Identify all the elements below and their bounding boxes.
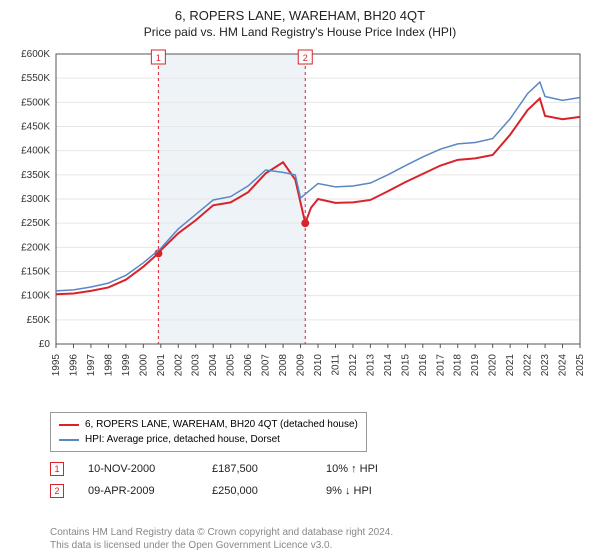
legend-row: 6, ROPERS LANE, WAREHAM, BH20 4QT (detac… bbox=[59, 417, 358, 432]
x-tick-label: 2021 bbox=[505, 354, 516, 377]
chart-container: 6, ROPERS LANE, WAREHAM, BH20 4QT Price … bbox=[0, 0, 600, 560]
legend-swatch bbox=[59, 439, 79, 441]
sale-price: £187,500 bbox=[212, 463, 302, 475]
legend-swatch bbox=[59, 424, 79, 426]
legend-label: 6, ROPERS LANE, WAREHAM, BH20 4QT (detac… bbox=[85, 417, 358, 432]
x-tick-label: 2018 bbox=[453, 354, 464, 377]
x-tick-label: 2003 bbox=[191, 354, 202, 377]
y-tick-label: £300K bbox=[21, 194, 50, 205]
x-tick-label: 1998 bbox=[103, 354, 114, 377]
x-tick-label: 2008 bbox=[278, 354, 289, 377]
x-tick-label: 2024 bbox=[558, 354, 569, 377]
x-tick-label: 2004 bbox=[208, 354, 219, 377]
chart-area: £0 £50K £100K £150K £200K £250K £300K £350K £400… bbox=[0, 44, 600, 404]
x-tick-label: 2007 bbox=[261, 354, 272, 377]
legend-row: HPI: Average price, detached house, Dors… bbox=[59, 432, 358, 447]
y-tick-label: £600K bbox=[21, 49, 50, 60]
x-tick-label: 1997 bbox=[86, 354, 97, 377]
x-tick-label: 2015 bbox=[400, 354, 411, 377]
x-tick-label: 2017 bbox=[435, 354, 446, 377]
chart-svg: £0 £50K £100K £150K £200K £250K £300K £350K £400… bbox=[0, 44, 600, 404]
sale-badge: 1 bbox=[50, 462, 64, 476]
x-tick-label: 2019 bbox=[470, 354, 481, 377]
y-tick-label: £250K bbox=[21, 218, 50, 229]
y-tick-label: £450K bbox=[21, 122, 50, 133]
chart-title-sub: Price paid vs. HM Land Registry's House … bbox=[0, 23, 600, 43]
sale-delta: 9% ↓ HPI bbox=[326, 485, 372, 497]
y-tick-label: £350K bbox=[21, 170, 50, 181]
x-tick-label: 2014 bbox=[383, 354, 394, 377]
x-tick-label: 1999 bbox=[121, 354, 132, 377]
sale-date: 09-APR-2009 bbox=[88, 485, 188, 497]
y-tick-label: £150K bbox=[21, 267, 50, 278]
x-tick-label: 2020 bbox=[488, 354, 499, 377]
x-tick-label: 1995 bbox=[51, 354, 62, 377]
sale-row: 1 10-NOV-2000 £187,500 10% ↑ HPI bbox=[50, 458, 378, 480]
y-tick-label: £200K bbox=[21, 242, 50, 253]
legend: 6, ROPERS LANE, WAREHAM, BH20 4QT (detac… bbox=[50, 412, 367, 452]
x-tick-label: 2011 bbox=[330, 354, 341, 376]
footer-line1: Contains HM Land Registry data © Crown c… bbox=[50, 526, 393, 539]
sale-marker-number: 2 bbox=[303, 53, 308, 63]
y-tick-label: £400K bbox=[21, 146, 50, 157]
x-tick-label: 2023 bbox=[540, 354, 551, 377]
y-tick-label: £50K bbox=[27, 315, 51, 326]
sale-row: 2 09-APR-2009 £250,000 9% ↓ HPI bbox=[50, 480, 378, 502]
x-tick-label: 2000 bbox=[138, 354, 149, 377]
x-tick-label: 2005 bbox=[226, 354, 237, 377]
y-tick-label: £500K bbox=[21, 97, 50, 108]
footer-line2: This data is licensed under the Open Gov… bbox=[50, 539, 393, 552]
x-tick-label: 2012 bbox=[348, 354, 359, 377]
footer-attribution: Contains HM Land Registry data © Crown c… bbox=[50, 526, 393, 552]
x-tick-label: 2013 bbox=[365, 354, 376, 377]
x-tick-label: 1996 bbox=[68, 354, 79, 377]
sale-marker-number: 1 bbox=[156, 53, 161, 63]
x-tick-label: 2022 bbox=[523, 354, 534, 377]
series-hpi bbox=[56, 82, 580, 291]
x-tick-label: 2009 bbox=[296, 354, 307, 377]
legend-label: HPI: Average price, detached house, Dors… bbox=[85, 432, 280, 447]
sale-price: £250,000 bbox=[212, 485, 302, 497]
x-tick-label: 2001 bbox=[156, 354, 167, 377]
sale-date: 10-NOV-2000 bbox=[88, 463, 188, 475]
x-tick-label: 2002 bbox=[173, 354, 184, 377]
chart-title-address: 6, ROPERS LANE, WAREHAM, BH20 4QT bbox=[0, 0, 600, 23]
y-tick-label: £0 bbox=[39, 339, 51, 350]
y-tick-label: £550K bbox=[21, 73, 50, 84]
x-tick-label: 2025 bbox=[575, 354, 586, 377]
x-tick-label: 2010 bbox=[313, 354, 324, 377]
x-tick-label: 2006 bbox=[243, 354, 254, 377]
sales-table: 1 10-NOV-2000 £187,500 10% ↑ HPI 2 09-APR-200… bbox=[50, 458, 378, 502]
sale-badge: 2 bbox=[50, 484, 64, 498]
y-tick-label: £100K bbox=[21, 291, 50, 302]
sale-delta: 10% ↑ HPI bbox=[326, 463, 378, 475]
x-tick-label: 2016 bbox=[418, 354, 429, 377]
